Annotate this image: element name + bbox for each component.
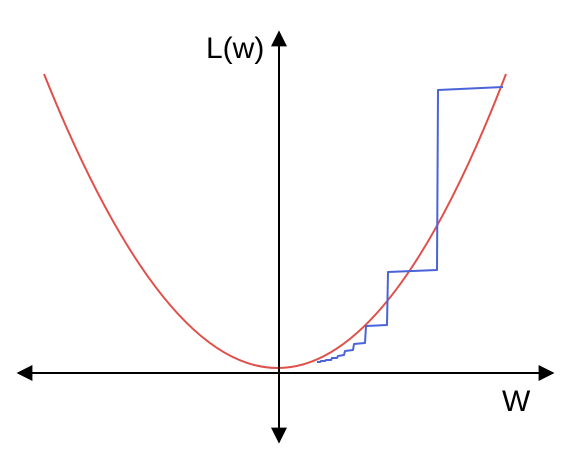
x-axis-label: W (502, 385, 531, 418)
y-axis-label: L(w) (206, 32, 264, 65)
gradient-descent-path (317, 86, 504, 363)
